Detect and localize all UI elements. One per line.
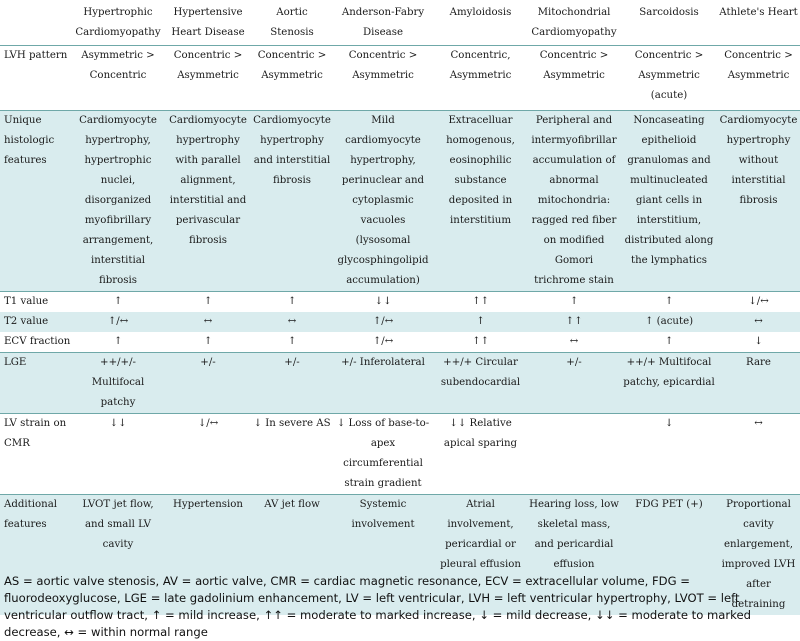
table-cell: ↔ (252, 312, 332, 332)
table-cell: ↑↑ (434, 332, 527, 353)
table-cell: ↑ (164, 291, 252, 312)
table-cell: ↑ (527, 291, 621, 312)
table-cell: Noncaseating epithelioid granulomas and … (621, 110, 717, 292)
table-row: Additional features LVOT jet flow, and s… (0, 494, 800, 615)
table-cell: ↑↑ (434, 291, 527, 312)
row-label: ECV fraction (0, 332, 72, 353)
table-cell: Rare (717, 352, 800, 414)
table-cell: ↑ (252, 332, 332, 353)
table-cell: +/- Inferolateral (332, 352, 434, 414)
table-cell: FDG PET (+) (621, 494, 717, 615)
table-cell: ↓↓ (72, 413, 164, 495)
table-cell: ↑/↔ (332, 312, 434, 332)
header-cell: Athlete's Heart (717, 0, 800, 46)
row-label: LVH pattern (0, 45, 72, 111)
header-row: Hypertrophic Cardiomyopathy Hypertensive… (0, 0, 800, 46)
table-cell: Cardiomyocyte hypertrophy and interstiti… (252, 110, 332, 292)
table-cell: Cardiomyocyte hypertrophy without inters… (717, 110, 800, 292)
row-label: T1 value (0, 291, 72, 312)
table-cell: ↑ (72, 332, 164, 353)
table-cell: LVOT jet flow, and small LV cavity (72, 494, 164, 615)
comparison-table: Hypertrophic Cardiomyopathy Hypertensive… (0, 0, 800, 615)
header-cell: Sarcoidosis (621, 0, 717, 46)
header-cell: Anderson-Fabry Disease (332, 0, 434, 46)
table-cell: +/- (164, 352, 252, 414)
table-cell: ↑ (72, 291, 164, 312)
table-cell: ↑/↔ (72, 312, 164, 332)
table-cell: ↓ (621, 413, 717, 495)
table-cell: Mild cardiomyocyte hypertrophy, perinucl… (332, 110, 434, 292)
table-cell: ↑ (164, 332, 252, 353)
table-cell: Concentric > Asymmetric (717, 45, 800, 111)
table-cell: ↑ (434, 312, 527, 332)
header-cell: Amyloidosis (434, 0, 527, 46)
table-row: T2 value ↑/↔ ↔ ↔ ↑/↔ ↑ ↑↑ ↑ (acute) ↔ (0, 312, 800, 332)
header-cell: Hypertrophic Cardiomyopathy (72, 0, 164, 46)
table-footnote: AS = aortic valve stenosis, AV = aortic … (4, 574, 751, 639)
header-cell: Aortic Stenosis (252, 0, 332, 46)
table-cell: Peripheral and intermyofibrillar accumul… (527, 110, 621, 292)
row-label: T2 value (0, 312, 72, 332)
table-cell: Atrial involvement, pericardial or pleur… (434, 494, 527, 615)
table-cell: Concentric, Asymmetric (434, 45, 527, 111)
table-row: Unique histologic features Cardiomyocyte… (0, 110, 800, 292)
table-cell: ↓/↔ (717, 291, 800, 312)
table-cell (527, 413, 621, 495)
table-cell: ↔ (527, 332, 621, 353)
table-cell: ++/+/- Multifocal patchy (72, 352, 164, 414)
header-cell: Hypertensive Heart Disease (164, 0, 252, 46)
header-cell (0, 0, 72, 46)
table-cell: Concentric > Asymmetric (acute) (621, 45, 717, 111)
table-cell: Concentric > Asymmetric (252, 45, 332, 111)
table-cell: Asymmetric > Concentric (72, 45, 164, 111)
table-cell: Hypertension (164, 494, 252, 615)
table-cell: ++/+ Multifocal patchy, epicardial (621, 352, 717, 414)
row-label: Additional features (0, 494, 72, 615)
row-label: LV strain on CMR (0, 413, 72, 495)
table-cell: +/- (527, 352, 621, 414)
table-row: LV strain on CMR ↓↓ ↓/↔ ↓ In severe AS ↓… (0, 413, 800, 495)
row-label: LGE (0, 352, 72, 414)
table-cell: ↑ (acute) (621, 312, 717, 332)
table-cell: ↑ (621, 332, 717, 353)
table-cell: Concentric > Asymmetric (164, 45, 252, 111)
table-cell: Cardiomyocyte hypertrophy, hypertrophic … (72, 110, 164, 292)
table-cell: ↑/↔ (332, 332, 434, 353)
table-cell: ↓ Loss of base-to-apex circumferential s… (332, 413, 434, 495)
table-cell: AV jet flow (252, 494, 332, 615)
table-row: LGE ++/+/- Multifocal patchy +/- +/- +/-… (0, 352, 800, 414)
table-cell: ↔ (164, 312, 252, 332)
table-cell: ↓ In severe AS (252, 413, 332, 495)
table-cell: Systemic involvement (332, 494, 434, 615)
table-cell: ↑↑ (527, 312, 621, 332)
table-cell: Extracelluar homogenous, eosinophilic su… (434, 110, 527, 292)
table-cell: ↔ (717, 312, 800, 332)
table-cell: Concentric > Asymmetric (527, 45, 621, 111)
table-cell: Hearing loss, low skeletal mass, and per… (527, 494, 621, 615)
table-cell: ↔ (717, 413, 800, 495)
table-cell: ↑ (252, 291, 332, 312)
row-label: Unique histologic features (0, 110, 72, 292)
table-cell: ↓ (717, 332, 800, 353)
table-cell: ↓↓ (332, 291, 434, 312)
table-cell: Proportional cavity enlargement, improve… (717, 494, 800, 615)
table-row: ECV fraction ↑ ↑ ↑ ↑/↔ ↑↑ ↔ ↑ ↓ (0, 332, 800, 353)
table-cell: Concentric > Asymmetric (332, 45, 434, 111)
table-cell: ↑ (621, 291, 717, 312)
table-cell: ↓↓ Relative apical sparing (434, 413, 527, 495)
table-cell: ++/+ Circular subendocardial (434, 352, 527, 414)
header-cell: Mitochondrial Cardiomyopathy (527, 0, 621, 46)
table-cell: Cardiomyocyte hypertrophy with parallel … (164, 110, 252, 292)
table-row: T1 value ↑ ↑ ↑ ↓↓ ↑↑ ↑ ↑ ↓/↔ (0, 291, 800, 312)
table-cell: ↓/↔ (164, 413, 252, 495)
table-cell: +/- (252, 352, 332, 414)
table-row: LVH pattern Asymmetric > Concentric Conc… (0, 45, 800, 111)
